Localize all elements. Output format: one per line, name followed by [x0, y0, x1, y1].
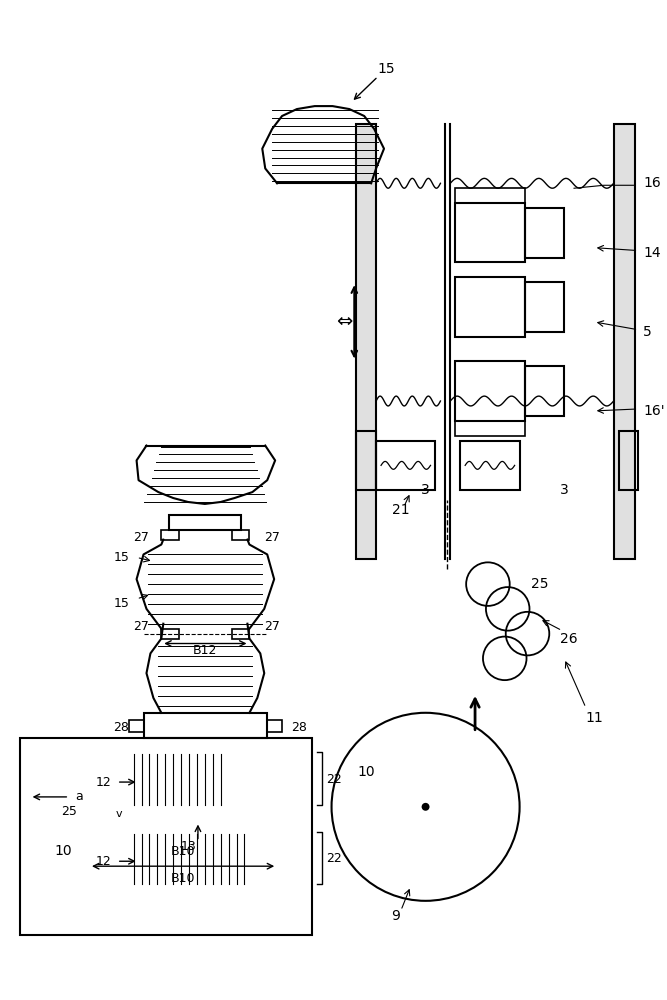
Text: 3: 3: [560, 483, 568, 497]
Bar: [231, 530, 249, 540]
Bar: [456, 361, 524, 421]
Bar: [161, 530, 179, 540]
Text: 27: 27: [264, 620, 280, 633]
Text: 27: 27: [133, 531, 149, 544]
Bar: [456, 188, 524, 203]
Text: 27: 27: [133, 620, 149, 633]
Bar: [169, 515, 241, 530]
Bar: [618, 431, 638, 490]
Text: 13: 13: [180, 840, 196, 853]
Bar: [524, 366, 564, 416]
Bar: [143, 713, 267, 738]
Text: 27: 27: [264, 531, 280, 544]
Text: 11: 11: [585, 711, 603, 725]
Text: 21: 21: [392, 503, 410, 517]
Text: 12: 12: [96, 776, 112, 789]
Text: 28: 28: [113, 721, 129, 734]
Bar: [524, 208, 564, 258]
Bar: [456, 421, 524, 436]
Text: 16: 16: [643, 176, 661, 190]
Text: B10: B10: [171, 845, 195, 858]
Text: 10: 10: [358, 765, 375, 779]
Bar: [614, 124, 636, 559]
Bar: [460, 441, 520, 490]
Text: 10: 10: [55, 844, 72, 858]
Text: 12: 12: [96, 855, 112, 868]
Bar: [524, 282, 564, 332]
Bar: [356, 431, 376, 490]
Text: B10: B10: [171, 872, 195, 885]
Bar: [376, 441, 436, 490]
Text: 16': 16': [643, 404, 665, 418]
Text: 25: 25: [61, 805, 77, 818]
Circle shape: [422, 803, 430, 811]
Text: B12: B12: [193, 644, 217, 657]
Text: 5: 5: [643, 325, 652, 339]
Text: 15: 15: [377, 62, 395, 76]
Bar: [267, 720, 282, 732]
Text: ⇔: ⇔: [336, 312, 353, 331]
Text: 15: 15: [114, 597, 129, 610]
Bar: [356, 124, 376, 559]
Text: a: a: [75, 790, 83, 803]
Text: 22: 22: [327, 773, 342, 786]
Bar: [231, 629, 249, 639]
Bar: [161, 629, 179, 639]
Text: 14: 14: [643, 246, 661, 260]
Text: 22: 22: [327, 852, 342, 865]
Text: 28: 28: [291, 721, 307, 734]
Text: 3: 3: [421, 483, 430, 497]
Text: 25: 25: [531, 577, 548, 591]
Text: 26: 26: [560, 632, 578, 646]
Text: 9: 9: [392, 909, 400, 923]
Text: 15: 15: [114, 551, 129, 564]
Bar: [456, 277, 524, 337]
Bar: [456, 203, 524, 262]
Bar: [129, 720, 143, 732]
Bar: [20, 738, 311, 935]
Text: v: v: [115, 809, 122, 819]
